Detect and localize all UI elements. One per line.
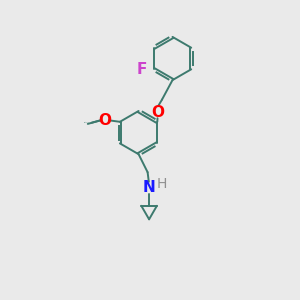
Text: O: O	[98, 113, 111, 128]
Text: N: N	[143, 180, 155, 195]
Text: O: O	[151, 105, 164, 120]
Text: H: H	[157, 177, 167, 191]
Text: F: F	[137, 62, 147, 77]
Text: methoxy: methoxy	[84, 122, 90, 123]
